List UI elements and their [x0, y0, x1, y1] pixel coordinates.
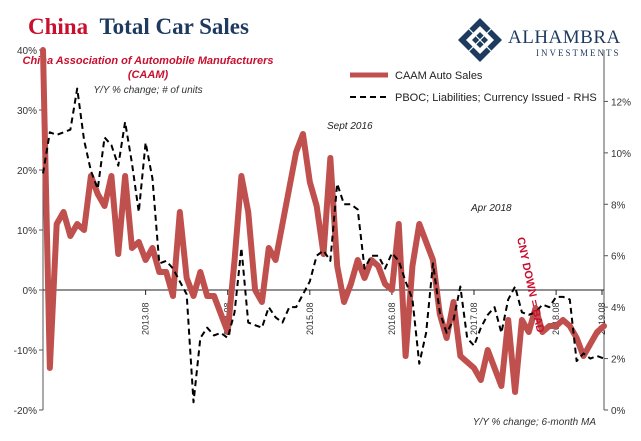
x-tick-label: 2018.08	[551, 302, 561, 335]
left-tick-label: 20%	[17, 166, 37, 177]
left-axis-note: Y/Y % change; # of units	[93, 85, 202, 96]
logo-diamond-icon	[458, 18, 502, 62]
series-layer	[40, 47, 607, 404]
chart-title-accent: China	[28, 14, 89, 39]
chart-title: China Total Car Sales	[28, 14, 249, 39]
source-label: China Association of Automobile Manufact…	[23, 55, 274, 67]
alhambra-logo: ALHAMBRA INVESTMENTS	[458, 18, 621, 62]
logo-tagline: INVESTMENTS	[536, 48, 621, 58]
left-tick-label: 30%	[17, 106, 37, 117]
x-tick-label: 2019.08	[597, 302, 607, 335]
left-tick-label: -20%	[14, 406, 37, 417]
axis-layer: -20% -10% 0% 10% 20% 30% 40% 0% 2% 4% 6% 8% 10% 12% 20…	[14, 46, 631, 417]
right-tick-label: 4%	[611, 303, 626, 314]
annotation-apr-2018: Apr 2018	[470, 203, 512, 214]
series-line-caam	[40, 47, 607, 395]
x-tick-label: 2016.08	[387, 302, 397, 335]
left-tick-label: 10%	[17, 226, 37, 237]
bottom-note: Y/Y % change; 6-month MA	[473, 417, 597, 428]
left-tick-label: 40%	[17, 46, 37, 57]
legend-label-pboc: PBOC; Liabilities; Currency Issued - RHS	[395, 92, 597, 104]
left-tick-label: -10%	[14, 346, 37, 357]
x-tick-label: 2013.08	[141, 302, 151, 335]
right-tick-label: 0%	[611, 406, 626, 417]
x-tick-label: 2017.08	[469, 302, 479, 335]
left-tick-label: 0%	[23, 286, 38, 297]
right-tick-label: 12%	[611, 97, 631, 108]
legend: CAAM Auto Sales PBOC; Liabilities; Curre…	[350, 70, 597, 104]
annotation-sept-2016: Sept 2016	[327, 121, 373, 132]
chart-title-rest: Total Car Sales	[99, 14, 249, 39]
right-tick-label: 10%	[611, 149, 631, 160]
source-abbr-label: (CAAM)	[128, 69, 169, 81]
x-tick-label: 2015.08	[305, 302, 315, 335]
legend-label-caam: CAAM Auto Sales	[395, 70, 483, 82]
right-tick-label: 8%	[611, 200, 626, 211]
right-tick-label: 2%	[611, 355, 626, 366]
logo-name: ALHAMBRA	[508, 27, 621, 48]
series-line-pboc	[42, 87, 605, 404]
right-tick-label: 6%	[611, 252, 626, 263]
